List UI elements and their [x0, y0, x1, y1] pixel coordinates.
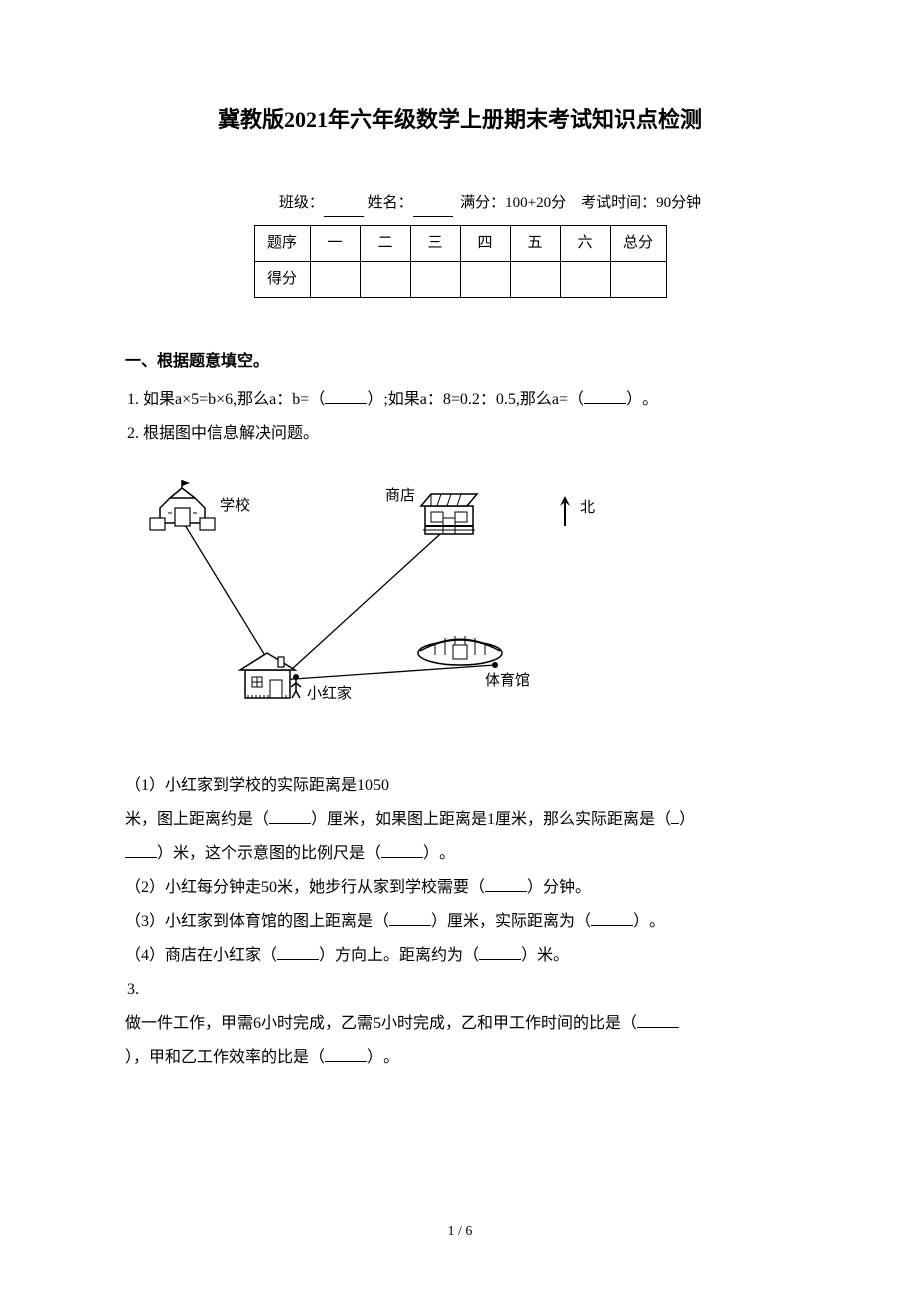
text: ，甲和乙工作效率的比是: [133, 1049, 309, 1066]
school-label: 学校: [220, 497, 250, 514]
text: 做一件工作，甲需6小时完成，乙需5小时完成，乙和甲工作时间的比是: [125, 1015, 621, 1032]
fullscore-label: 满分：100+20分: [460, 195, 566, 211]
question-3-num: 3.: [125, 974, 795, 1006]
question-3-line2: ），甲和乙工作效率的比是 。: [125, 1042, 795, 1074]
td-cell: [510, 261, 560, 297]
q1-prefix: 1. 如果a×5=b×6,那么a：b=: [127, 391, 309, 408]
paren-open: （: [621, 1015, 637, 1032]
q2-sub2: （2）小红每分钟走50米，她步行从家到学校需要 分钟。: [125, 872, 795, 904]
name-blank: [413, 201, 453, 217]
text: 米，这个示意图的比例尺是: [173, 845, 365, 862]
td-cell: [460, 261, 510, 297]
section-heading: 一、根据题意填空。: [125, 348, 795, 377]
class-label: 班级：: [279, 195, 324, 211]
text: 厘米，如果图上距离是1厘米，那么实际距离是: [327, 811, 655, 828]
exam-header: 班级： 姓名： 满分：100+20分 考试时间：90分钟: [125, 190, 795, 217]
class-blank: [324, 201, 364, 217]
q1-suffix: 。: [642, 391, 658, 408]
page-title: 冀教版2021年六年级数学上册期末考试知识点检测: [125, 100, 795, 140]
text: 分钟。: [543, 879, 591, 896]
q2-prefix: 2. 根据图中信息解决问题。: [127, 425, 319, 442]
table-row: 题序 一 二 三 四 五 六 总分: [254, 225, 666, 261]
text: 方向上。距离约为: [335, 947, 463, 964]
th-col: 三: [410, 225, 460, 261]
answer-blank: [469, 872, 543, 904]
question-1: 1. 如果a×5=b×6,那么a：b= ;如果a：8=0.2：0.5,那么a= 。: [125, 384, 795, 416]
paren-close: ）: [125, 1049, 133, 1066]
th-col: 四: [460, 225, 510, 261]
th-total: 总分: [610, 225, 666, 261]
answer-blank: [568, 384, 642, 416]
table-row: 得分: [254, 261, 666, 297]
th-col: 六: [560, 225, 610, 261]
answer-blank: [463, 940, 537, 972]
q2-sub1a: （1）小红家到学校的实际距离是1050: [125, 770, 795, 802]
store-label: 商店: [385, 487, 415, 504]
q2-sub1b: 米，图上距离约是 厘米，如果图上距离是1厘米，那么实际距离是: [125, 804, 795, 836]
question-2: 2. 根据图中信息解决问题。: [125, 418, 795, 450]
time-label: 考试时间：90分钟: [581, 195, 701, 211]
q2-sub1c: ）米，这个示意图的比例尺是。: [125, 838, 795, 870]
answer-blank: [637, 1014, 679, 1028]
answer-blank: [309, 384, 383, 416]
text: 米，图上距离约是: [125, 811, 253, 828]
score-table: 题序 一 二 三 四 五 六 总分 得分: [254, 225, 667, 298]
q2-sub4: （4）商店在小红家 方向上。距离约为 米。: [125, 940, 795, 972]
home-label: 小红家: [307, 685, 352, 702]
text: 米。: [537, 947, 569, 964]
text: 。: [649, 913, 665, 930]
page-footer: 1 / 6: [0, 1219, 920, 1244]
question-3-line1: 做一件工作，甲需6小时完成，乙需5小时完成，乙和甲工作时间的比是（: [125, 1008, 795, 1040]
td-cell: [560, 261, 610, 297]
td-cell: [360, 261, 410, 297]
th-col: 五: [510, 225, 560, 261]
text: （4）商店在小红家: [125, 947, 261, 964]
stadium-label: 体育馆: [485, 672, 530, 689]
q1-mid: ;如果a：8=0.2：0.5,那么a=: [383, 391, 568, 408]
answer-blank: [261, 940, 335, 972]
north-label: 北: [580, 499, 595, 516]
text: 厘米，实际距离为: [447, 913, 575, 930]
answer-blank: [253, 804, 327, 836]
q2-sub3: （3）小红家到体育馆的图上距离是 厘米，实际距离为 。: [125, 906, 795, 938]
td-cell: [410, 261, 460, 297]
td-cell: [310, 261, 360, 297]
th-col: 一: [310, 225, 360, 261]
name-label: 姓名：: [368, 195, 413, 211]
th-col: 二: [360, 225, 410, 261]
map-diagram: 学校 商店 北: [125, 470, 685, 740]
answer-blank: [575, 906, 649, 938]
answer-blank: [655, 804, 695, 836]
answer-blank-cont: [125, 844, 157, 858]
answer-blank: [373, 906, 447, 938]
td-label: 得分: [254, 261, 310, 297]
td-cell: [610, 261, 666, 297]
th-label: 题序: [254, 225, 310, 261]
answer-blank: [365, 838, 439, 870]
answer-blank: [309, 1042, 383, 1074]
text: （2）小红每分钟走50米，她步行从家到学校需要: [125, 879, 469, 896]
text: （3）小红家到体育馆的图上距离是: [125, 913, 373, 930]
text: 。: [383, 1049, 399, 1066]
text: 。: [439, 845, 455, 862]
